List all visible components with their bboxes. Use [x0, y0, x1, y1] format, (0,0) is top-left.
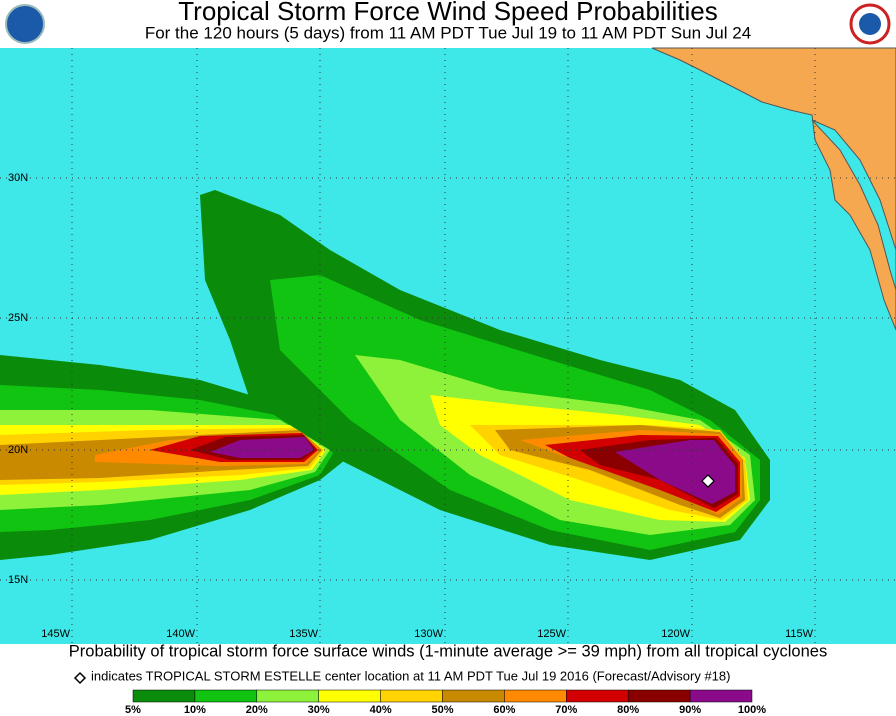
caption-line2: indicates TROPICAL STORM ESTELLE center … [91, 668, 730, 683]
lon-label: 140W [166, 628, 195, 640]
swath-contour [210, 437, 314, 458]
colorbar-label: 40% [370, 704, 392, 716]
colorbar-label: 10% [184, 704, 206, 716]
subtitle: For the 120 hours (5 days) from 11 AM PD… [145, 23, 751, 42]
land [651, 47, 896, 331]
lat-label: 30N [8, 172, 28, 184]
colorbar-segment [566, 689, 629, 703]
colorbar-label: 60% [493, 704, 515, 716]
colorbar-segment [380, 689, 443, 703]
colorbar-segment [132, 689, 196, 703]
lon-label: 125W [537, 628, 566, 640]
swath-contour [615, 440, 735, 504]
colorbar-label: 50% [431, 704, 453, 716]
colorbar-segment [194, 689, 258, 703]
colorbar-label: 30% [308, 704, 330, 716]
lon-label: 145W [41, 628, 70, 640]
legend-diamond [73, 671, 87, 685]
colorbar-segment [442, 689, 505, 703]
lat-label: 15N [8, 574, 28, 586]
title: Tropical Storm Force Wind Speed Probabil… [178, 0, 717, 26]
grid: 30N 25N 20N 15N 145W 140W 135W 130W 125W 120W 115W [0, 48, 896, 644]
colorbar-segment [689, 689, 753, 703]
lon-label: 135W [289, 628, 318, 640]
lon-label: 130W [414, 628, 443, 640]
colorbar-segment [256, 689, 319, 703]
colorbar-segment [318, 689, 381, 703]
gulf [811, 119, 896, 291]
colorbar-segment [504, 689, 567, 703]
colorbar-label: 5% [125, 704, 141, 716]
colorbar-label: 80% [617, 704, 639, 716]
nws-logo-inner [859, 13, 881, 35]
colorbar-label: 90% [679, 704, 701, 716]
lon-label: 115W [785, 628, 814, 640]
lon-label: 120W [661, 628, 690, 640]
header-bg [0, 0, 896, 48]
colorbar-label: 20% [246, 704, 268, 716]
footer-bg [0, 644, 896, 716]
lat-label: 25N [8, 312, 28, 324]
noaa-logo [5, 4, 45, 44]
colorbar-label: 100% [738, 704, 766, 716]
lat-label: 20N [8, 444, 28, 456]
caption-line1: Probability of tropical storm force surf… [69, 642, 827, 660]
colorbar: 5% 10% 20% 30% 40% 50% 60% 70% 80% 90% 100% [125, 689, 766, 716]
storm-center [701, 474, 715, 488]
probability-swaths [0, 190, 770, 560]
colorbar-segment [627, 689, 691, 703]
colorbar-label: 70% [555, 704, 577, 716]
